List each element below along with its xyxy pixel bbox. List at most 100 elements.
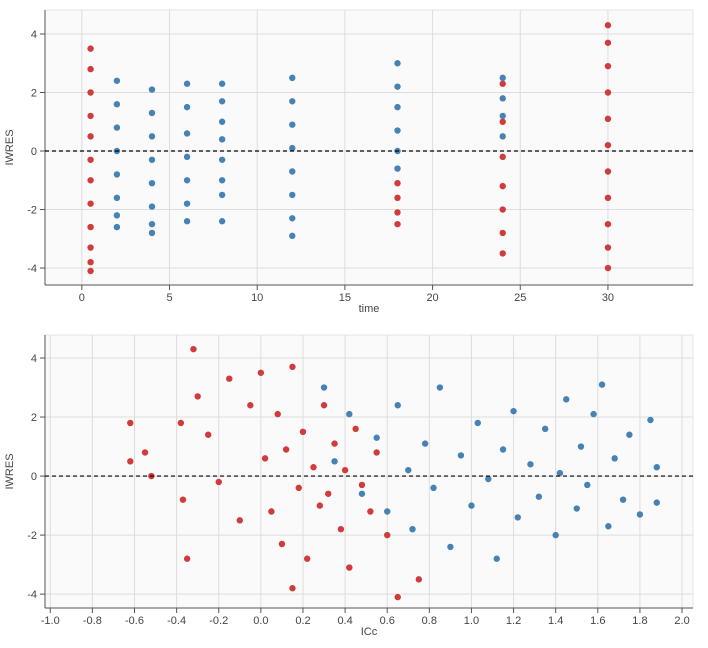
point <box>394 179 401 187</box>
point <box>148 179 156 187</box>
point <box>430 484 437 492</box>
point <box>552 531 559 539</box>
point <box>274 410 281 418</box>
point <box>394 83 401 90</box>
point <box>289 121 296 128</box>
point <box>194 393 201 400</box>
point <box>611 455 618 462</box>
point <box>604 244 612 251</box>
point <box>183 218 191 225</box>
x-tick-label: 1.2 <box>506 615 521 627</box>
point <box>457 452 465 459</box>
point <box>394 165 401 172</box>
point <box>87 267 94 275</box>
point <box>514 514 521 521</box>
x-tick-label: 20 <box>426 292 438 304</box>
point <box>604 194 612 202</box>
point <box>563 396 570 403</box>
point <box>183 103 191 111</box>
point <box>218 118 226 125</box>
x-tick-label: -0.4 <box>167 615 186 627</box>
point <box>183 555 191 562</box>
point <box>87 112 94 120</box>
point <box>331 458 338 465</box>
point <box>346 564 353 571</box>
point <box>289 98 296 105</box>
point <box>218 218 226 225</box>
point <box>113 171 121 178</box>
point <box>384 531 391 539</box>
point <box>636 511 644 518</box>
point <box>127 419 134 427</box>
point <box>316 502 324 509</box>
point <box>605 523 612 530</box>
point <box>352 425 359 433</box>
point <box>226 375 233 382</box>
point <box>289 168 296 175</box>
point <box>604 62 612 70</box>
point <box>289 215 296 222</box>
point <box>148 86 156 93</box>
point <box>421 440 429 447</box>
point <box>499 118 506 125</box>
y-tick-label: 2 <box>31 88 37 100</box>
x-tick-label: 1.0 <box>464 615 479 627</box>
point <box>320 402 328 409</box>
point <box>619 496 627 503</box>
point <box>310 464 317 471</box>
x-tick-label: 25 <box>514 292 526 304</box>
point <box>127 458 134 465</box>
point <box>289 585 296 592</box>
point <box>87 89 94 96</box>
point <box>148 220 156 228</box>
x-axis-label: ICc <box>361 626 378 638</box>
point <box>113 212 121 219</box>
x-tick-label: 0.6 <box>380 615 395 627</box>
point <box>474 419 481 427</box>
y-axis-label: IWRES <box>4 453 16 489</box>
point <box>394 593 401 601</box>
point <box>499 250 506 257</box>
point <box>358 490 366 497</box>
point <box>148 156 156 163</box>
point <box>394 127 401 134</box>
point <box>320 384 328 391</box>
x-axis-label: time <box>359 303 380 315</box>
point <box>653 499 660 506</box>
point <box>113 101 121 108</box>
x-tick-label: 0 <box>79 292 85 304</box>
point <box>499 153 506 161</box>
point <box>604 220 612 228</box>
point <box>261 455 269 462</box>
point <box>367 508 374 515</box>
point <box>113 223 121 231</box>
point <box>289 144 296 152</box>
point <box>590 410 597 418</box>
point <box>148 109 156 117</box>
point <box>299 428 307 436</box>
x-tick-label: 0.0 <box>253 615 268 627</box>
point <box>604 115 612 123</box>
point <box>499 74 506 82</box>
point <box>113 194 121 202</box>
point <box>499 229 506 237</box>
point <box>113 77 121 84</box>
point <box>183 153 191 161</box>
point <box>218 177 226 184</box>
point <box>331 440 338 447</box>
point <box>87 177 94 184</box>
point <box>337 525 345 533</box>
point <box>604 168 612 175</box>
point <box>113 124 121 131</box>
point <box>87 258 94 266</box>
point <box>598 381 606 388</box>
x-tick-label: 1.6 <box>590 615 605 627</box>
point <box>653 464 660 471</box>
point <box>384 508 391 515</box>
point <box>257 369 265 376</box>
point <box>87 45 94 52</box>
point <box>236 517 244 524</box>
point <box>341 466 349 474</box>
x-tick-label: -0.8 <box>83 615 102 627</box>
